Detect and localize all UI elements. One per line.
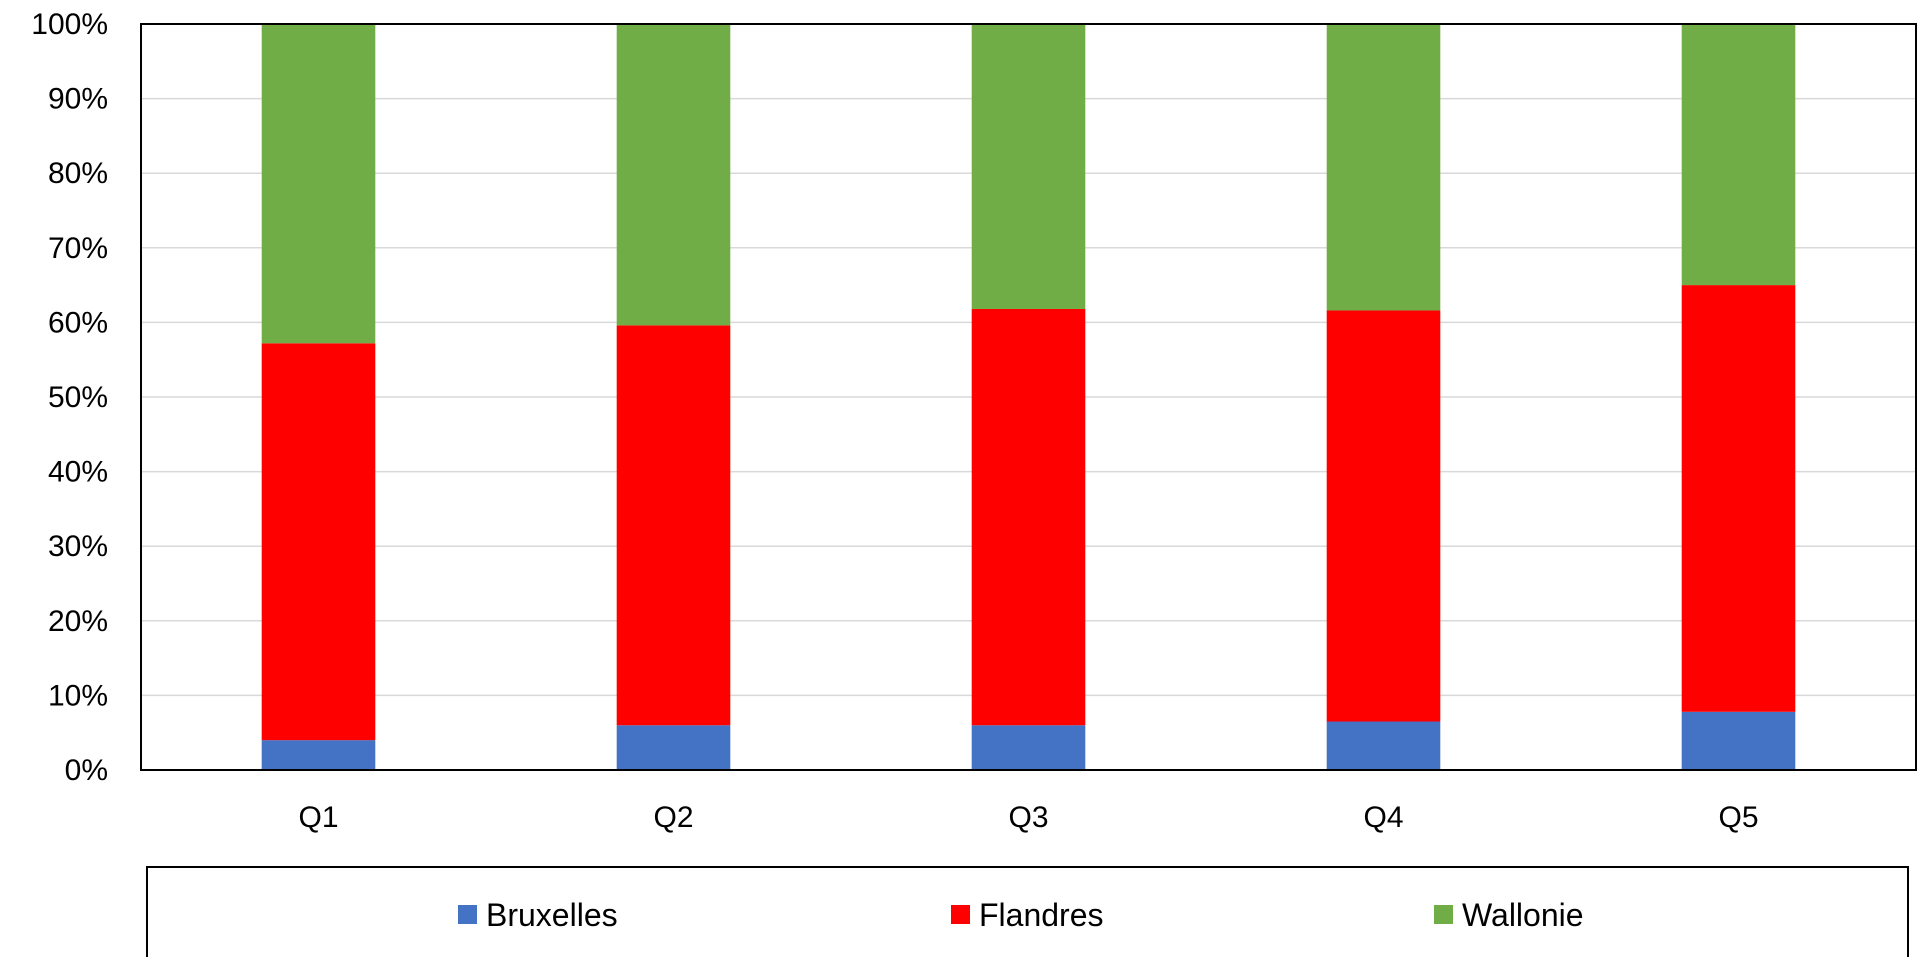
y-tick-label: 80%	[48, 157, 108, 190]
x-tick-label: Q3	[1008, 801, 1048, 834]
plot-area-frame	[140, 23, 1917, 771]
bar-bruxelles-q4	[1326, 721, 1441, 770]
bar-bruxelles-q5	[1681, 711, 1796, 770]
bar-flandres-q5	[1681, 285, 1796, 712]
bar-bruxelles-q3	[971, 725, 1086, 770]
bar-flandres-q1	[261, 343, 376, 741]
bar-flandres-q3	[971, 308, 1086, 726]
y-tick-label: 0%	[65, 754, 108, 787]
legend-label-wallonie: Wallonie	[1462, 897, 1584, 933]
x-tick-label: Q2	[653, 801, 693, 834]
bar-flandres-q4	[1326, 310, 1441, 722]
y-axis-ticks: 0% 10% 20% 30% 40% 50% 60% 70% 80% 90% 100%	[31, 8, 108, 787]
legend-frame	[146, 866, 1909, 957]
x-axis-ticks: Q1 Q2 Q3 Q4 Q5	[298, 801, 1758, 834]
legend-label-flandres: Flandres	[979, 897, 1104, 933]
bar-wallonie-q2	[616, 24, 731, 326]
bar-bruxelles-q1	[261, 740, 376, 770]
bar-flandres-q2	[616, 325, 731, 726]
y-tick-label: 60%	[48, 306, 108, 339]
y-tick-label: 30%	[48, 530, 108, 563]
bar-wallonie-q4	[1326, 24, 1441, 311]
legend: Bruxelles Flandres Wallonie	[146, 866, 1909, 957]
bars	[261, 24, 1796, 770]
bar-wallonie-q1	[261, 24, 376, 344]
legend-swatch-wallonie	[1434, 905, 1453, 924]
y-tick-label: 90%	[48, 83, 108, 116]
legend-swatch-bruxelles	[458, 905, 477, 924]
legend-swatch-flandres	[951, 905, 970, 924]
legend-label-bruxelles: Bruxelles	[486, 897, 618, 933]
y-tick-label: 10%	[48, 679, 108, 712]
y-tick-label: 40%	[48, 456, 108, 489]
y-tick-label: 20%	[48, 605, 108, 638]
x-tick-label: Q4	[1363, 801, 1403, 834]
x-tick-label: Q1	[298, 801, 338, 834]
bar-wallonie-q5	[1681, 24, 1796, 286]
y-tick-label: 50%	[48, 381, 108, 414]
x-tick-label: Q5	[1718, 801, 1758, 834]
bar-wallonie-q3	[971, 24, 1086, 309]
y-tick-label: 70%	[48, 232, 108, 265]
bar-bruxelles-q2	[616, 725, 731, 770]
y-tick-label: 100%	[31, 8, 108, 41]
